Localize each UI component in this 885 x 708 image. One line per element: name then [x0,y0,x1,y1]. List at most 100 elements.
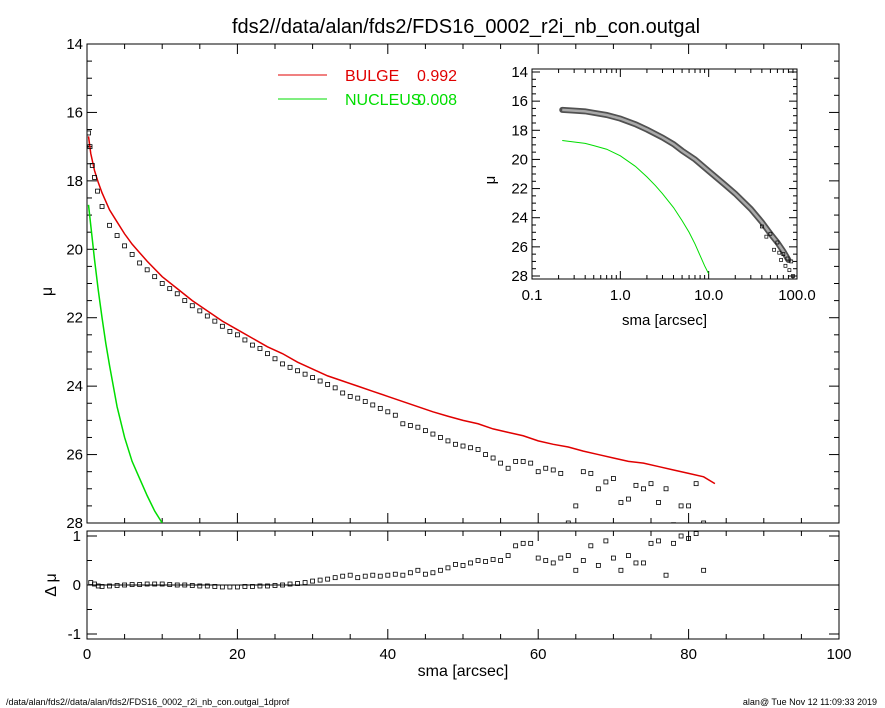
inset-xtick-label: 0.1 [522,287,543,304]
data-point [453,441,458,447]
residual-point [167,582,173,587]
data-point [114,233,120,239]
residual-point [611,555,616,561]
main-ylabel: μ [39,287,56,296]
res-xtick-label: 0 [83,646,91,663]
residual-point [295,581,300,586]
residual-point [159,581,165,587]
residual-point [475,558,481,563]
inset-plot-area [559,106,795,278]
inset-data-point [783,263,788,268]
residual-point [693,531,699,536]
inset-data-point [787,268,792,273]
residual-point [580,558,586,563]
data-point [212,318,218,324]
residual-point [460,563,466,568]
residual-point [686,536,691,541]
residual-point [332,575,338,581]
data-point [407,423,413,428]
chart-title: fds2//data/alan/fds2/FDS16_0002_r2i_nb_c… [232,16,700,38]
data-point [87,144,93,150]
residual-point [204,583,210,589]
inset-xlabel: sma [arcsec] [622,312,707,329]
inset-xtick-label: 10.0 [694,287,723,304]
data-point [580,469,586,475]
residual-point [422,571,428,577]
res-xlabel: sma [arcsec] [418,663,509,680]
data-point [520,459,526,464]
data-point [513,459,519,464]
data-point [438,435,443,440]
residual-point [505,553,511,558]
data-point [565,520,571,523]
residual-point [678,533,684,539]
residual-point [107,583,112,589]
inset-ytick-label: 26 [511,239,528,256]
data-point [325,382,331,387]
main-ytick-label: 26 [66,447,83,464]
residual-point [114,583,120,588]
data-point [317,378,323,384]
data-point [385,409,391,415]
data-point [242,337,248,343]
residual-point [272,583,278,588]
data-point [709,531,713,535]
inset-data-point [759,224,764,229]
data-point [159,281,165,286]
data-point [302,371,308,377]
residual-point [182,582,188,588]
residual-point [603,538,609,544]
data-point [362,399,368,404]
data-point [595,486,601,492]
data-point [483,452,488,457]
data-point [234,332,240,338]
data-point [633,482,639,488]
residual-point [144,581,150,587]
residual-point [618,567,624,573]
inset-ytick-label: 22 [511,181,528,198]
data-point [603,479,609,485]
residual-point [362,573,368,579]
data-point [475,447,481,452]
res-ytick-label: 0 [73,577,81,594]
data-point [219,323,225,329]
residual-point [468,560,473,566]
data-point [295,368,300,374]
residual-point [99,584,105,589]
residual-point [325,576,331,582]
main-ytick-label: 16 [66,104,83,121]
inset-data-point [768,231,773,236]
residual-point [558,555,564,561]
data-point [332,385,338,391]
inset-xtick-label: 1.0 [610,287,631,304]
data-point [535,469,541,475]
residual-point [528,540,534,546]
residual-point [347,572,353,578]
data-point [701,520,707,523]
inset-axes-frame [531,68,798,280]
data-point [528,460,534,466]
legend-value-nucleus: 0.008 [417,92,457,109]
res-xtick-label: 20 [229,646,246,663]
main-ytick-label: 24 [66,378,83,395]
residual-point [340,573,346,579]
data-point [310,375,316,380]
legend-label-nucleus: NUCLEUS [345,92,421,109]
data-point [558,470,564,476]
residual-point [219,584,225,590]
residual-point [407,570,413,576]
inset-ylabel: μ [482,176,499,185]
data-point [400,421,406,427]
residual-point [227,584,233,590]
data-point [377,405,383,411]
residual-point [453,562,458,567]
inset-series-nucleus [562,139,710,275]
residual-point [250,584,255,589]
data-point [693,481,699,487]
data-point [122,243,127,249]
residual-point [565,553,571,558]
residual-point [370,572,376,578]
res-xtick-label: 40 [379,646,396,663]
